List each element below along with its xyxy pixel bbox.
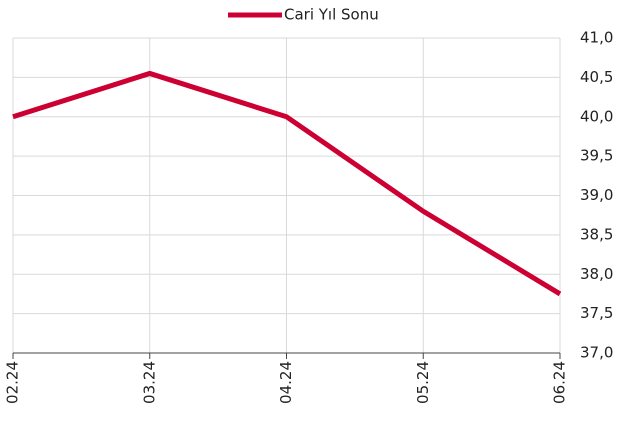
y-tick-label: 38,0: [580, 265, 613, 283]
y-tick-label: 37,0: [580, 344, 613, 362]
x-tick-label: 04.24: [277, 361, 295, 404]
x-tick-label: 06.24: [551, 361, 569, 404]
x-tick-label: 02.24: [4, 361, 22, 404]
y-tick-label: 39,5: [580, 147, 613, 165]
x-tick-label: 03.24: [140, 361, 158, 404]
y-tick-label: 38,5: [580, 225, 613, 243]
y-tick-label: 39,0: [580, 186, 613, 204]
y-tick-label: 40,5: [580, 68, 613, 86]
y-tick-label: 41,0: [580, 29, 613, 47]
x-tick-label: 05.24: [414, 361, 432, 404]
y-tick-label: 37,5: [580, 304, 613, 322]
data-line: [12, 70, 562, 297]
y-tick-label: 40,0: [580, 107, 613, 125]
legend-label: Cari Yıl Sonu: [284, 6, 379, 24]
